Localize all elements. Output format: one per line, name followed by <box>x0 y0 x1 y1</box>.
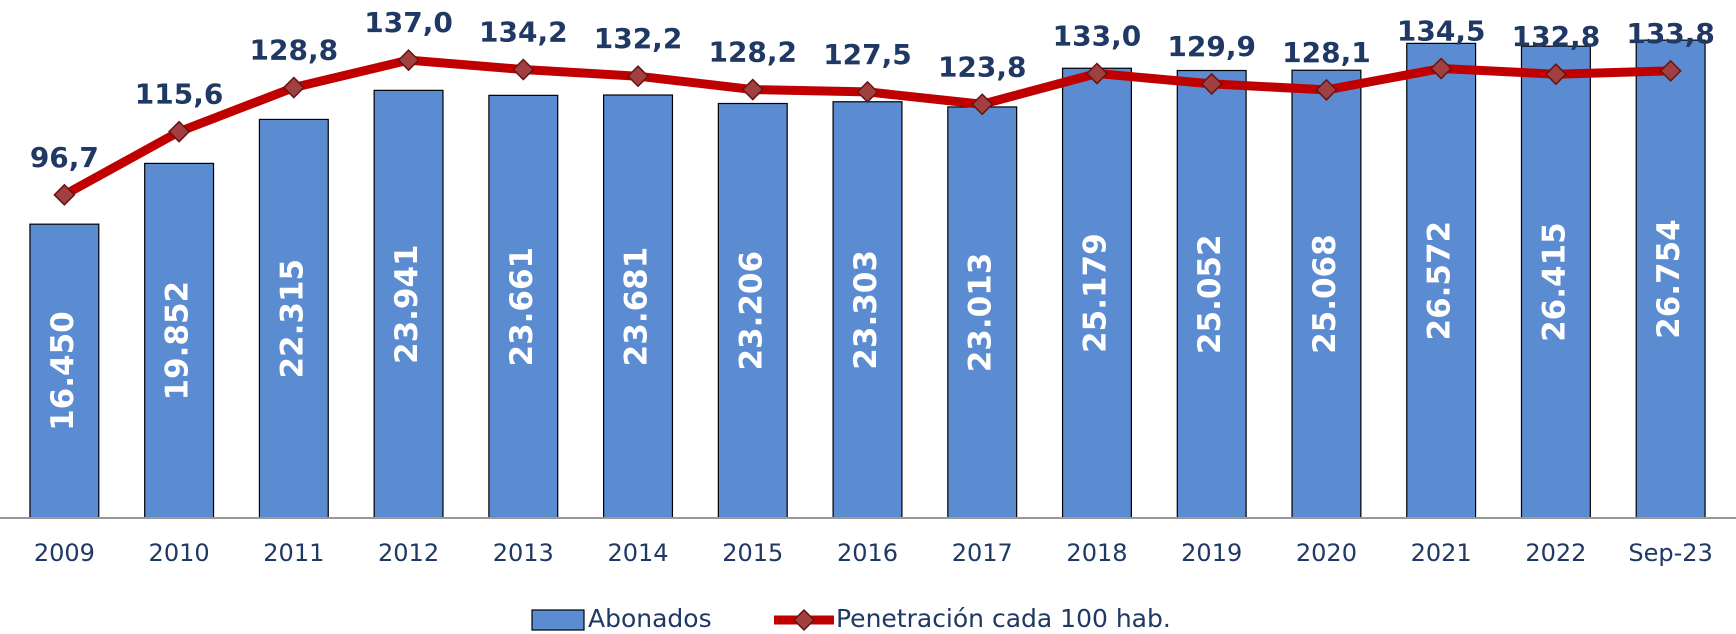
line-marker <box>1200 72 1223 95</box>
x-tick-label: 2017 <box>952 539 1013 567</box>
line-marker <box>971 93 994 116</box>
bar-value-label: 23.941 <box>389 244 425 364</box>
x-tick-label: 2015 <box>722 539 783 567</box>
line-value-label: 128,8 <box>250 34 339 67</box>
bar-value-label: 25.052 <box>1192 234 1228 354</box>
bar-value-label: 16.450 <box>45 311 81 431</box>
line-value-label: 115,6 <box>135 78 224 111</box>
x-tick-label: 2016 <box>837 539 898 567</box>
line-value-label: 123,8 <box>938 50 1027 83</box>
line-marker <box>1659 59 1682 82</box>
bar <box>258 118 329 519</box>
x-tick-label: 2019 <box>1181 539 1242 567</box>
line-marker <box>53 183 76 206</box>
line-value-label: 134,5 <box>1397 15 1486 48</box>
line-value-label: 133,0 <box>1053 20 1142 53</box>
line-value-label: 129,9 <box>1167 30 1256 63</box>
bar <box>1291 69 1362 519</box>
line-marker <box>856 80 879 103</box>
x-tick-label: 2022 <box>1525 539 1586 567</box>
x-tick-label: 2011 <box>263 539 324 567</box>
bar-value-label: 22.315 <box>274 259 310 379</box>
bar <box>1061 67 1132 519</box>
x-tick-label: 2021 <box>1411 539 1472 567</box>
bar <box>1176 69 1247 519</box>
line-value-label: 96,7 <box>30 141 99 174</box>
bar <box>1520 45 1591 519</box>
x-tick-label: 2013 <box>493 539 554 567</box>
x-tick-label: 2018 <box>1066 539 1127 567</box>
bar <box>373 89 444 519</box>
line-marker <box>741 78 764 101</box>
line-value-label: 134,2 <box>479 16 568 49</box>
legend-label: Penetración cada 100 hab. <box>836 604 1171 633</box>
line-marker <box>282 76 305 99</box>
bar-value-label: 23.013 <box>963 253 999 373</box>
bar-value-label: 19.852 <box>160 281 196 401</box>
x-tick-label: Sep-23 <box>1628 539 1712 567</box>
x-tick-label: 2020 <box>1296 539 1357 567</box>
legend-swatch <box>531 609 585 631</box>
bar <box>29 223 100 519</box>
bar-value-label: 26.572 <box>1422 221 1458 341</box>
line-value-label: 128,2 <box>708 36 797 69</box>
bar-value-label: 23.206 <box>733 251 769 371</box>
line-value-label: 133,8 <box>1626 17 1715 50</box>
line-marker <box>397 49 420 72</box>
bar <box>1635 39 1706 519</box>
bar-value-label: 26.754 <box>1651 219 1687 339</box>
bar-value-label: 25.068 <box>1307 234 1343 354</box>
bar-value-label: 23.303 <box>848 250 884 370</box>
bar <box>1406 42 1477 519</box>
line-marker <box>1085 62 1109 85</box>
bar-value-label: 23.681 <box>619 247 655 367</box>
line-value-label: 132,2 <box>594 22 683 55</box>
line-value-label: 128,1 <box>1282 36 1371 69</box>
line-marker <box>512 58 535 81</box>
line-marker <box>1430 57 1453 80</box>
line-marker <box>168 120 191 143</box>
x-tick-label: 2010 <box>149 539 210 567</box>
x-tick-label: 2009 <box>34 539 95 567</box>
line-marker <box>1544 63 1567 86</box>
x-tick-label: 2012 <box>378 539 439 567</box>
bar-value-label: 23.661 <box>504 247 540 367</box>
bar <box>603 94 674 519</box>
x-tick-label: 2014 <box>607 539 668 567</box>
line-marker <box>1315 78 1338 101</box>
line-value-label: 132,8 <box>1512 20 1601 53</box>
bar <box>488 94 559 519</box>
line-value-label: 127,5 <box>823 38 912 71</box>
legend-label: Abonados <box>588 604 712 633</box>
bar <box>832 101 903 519</box>
bar-value-label: 25.179 <box>1077 233 1113 353</box>
line-marker <box>626 65 650 88</box>
legend-swatch <box>792 608 816 632</box>
line-value-label: 137,0 <box>364 6 453 39</box>
bar-value-label: 26.415 <box>1536 222 1572 342</box>
bar <box>144 162 215 519</box>
